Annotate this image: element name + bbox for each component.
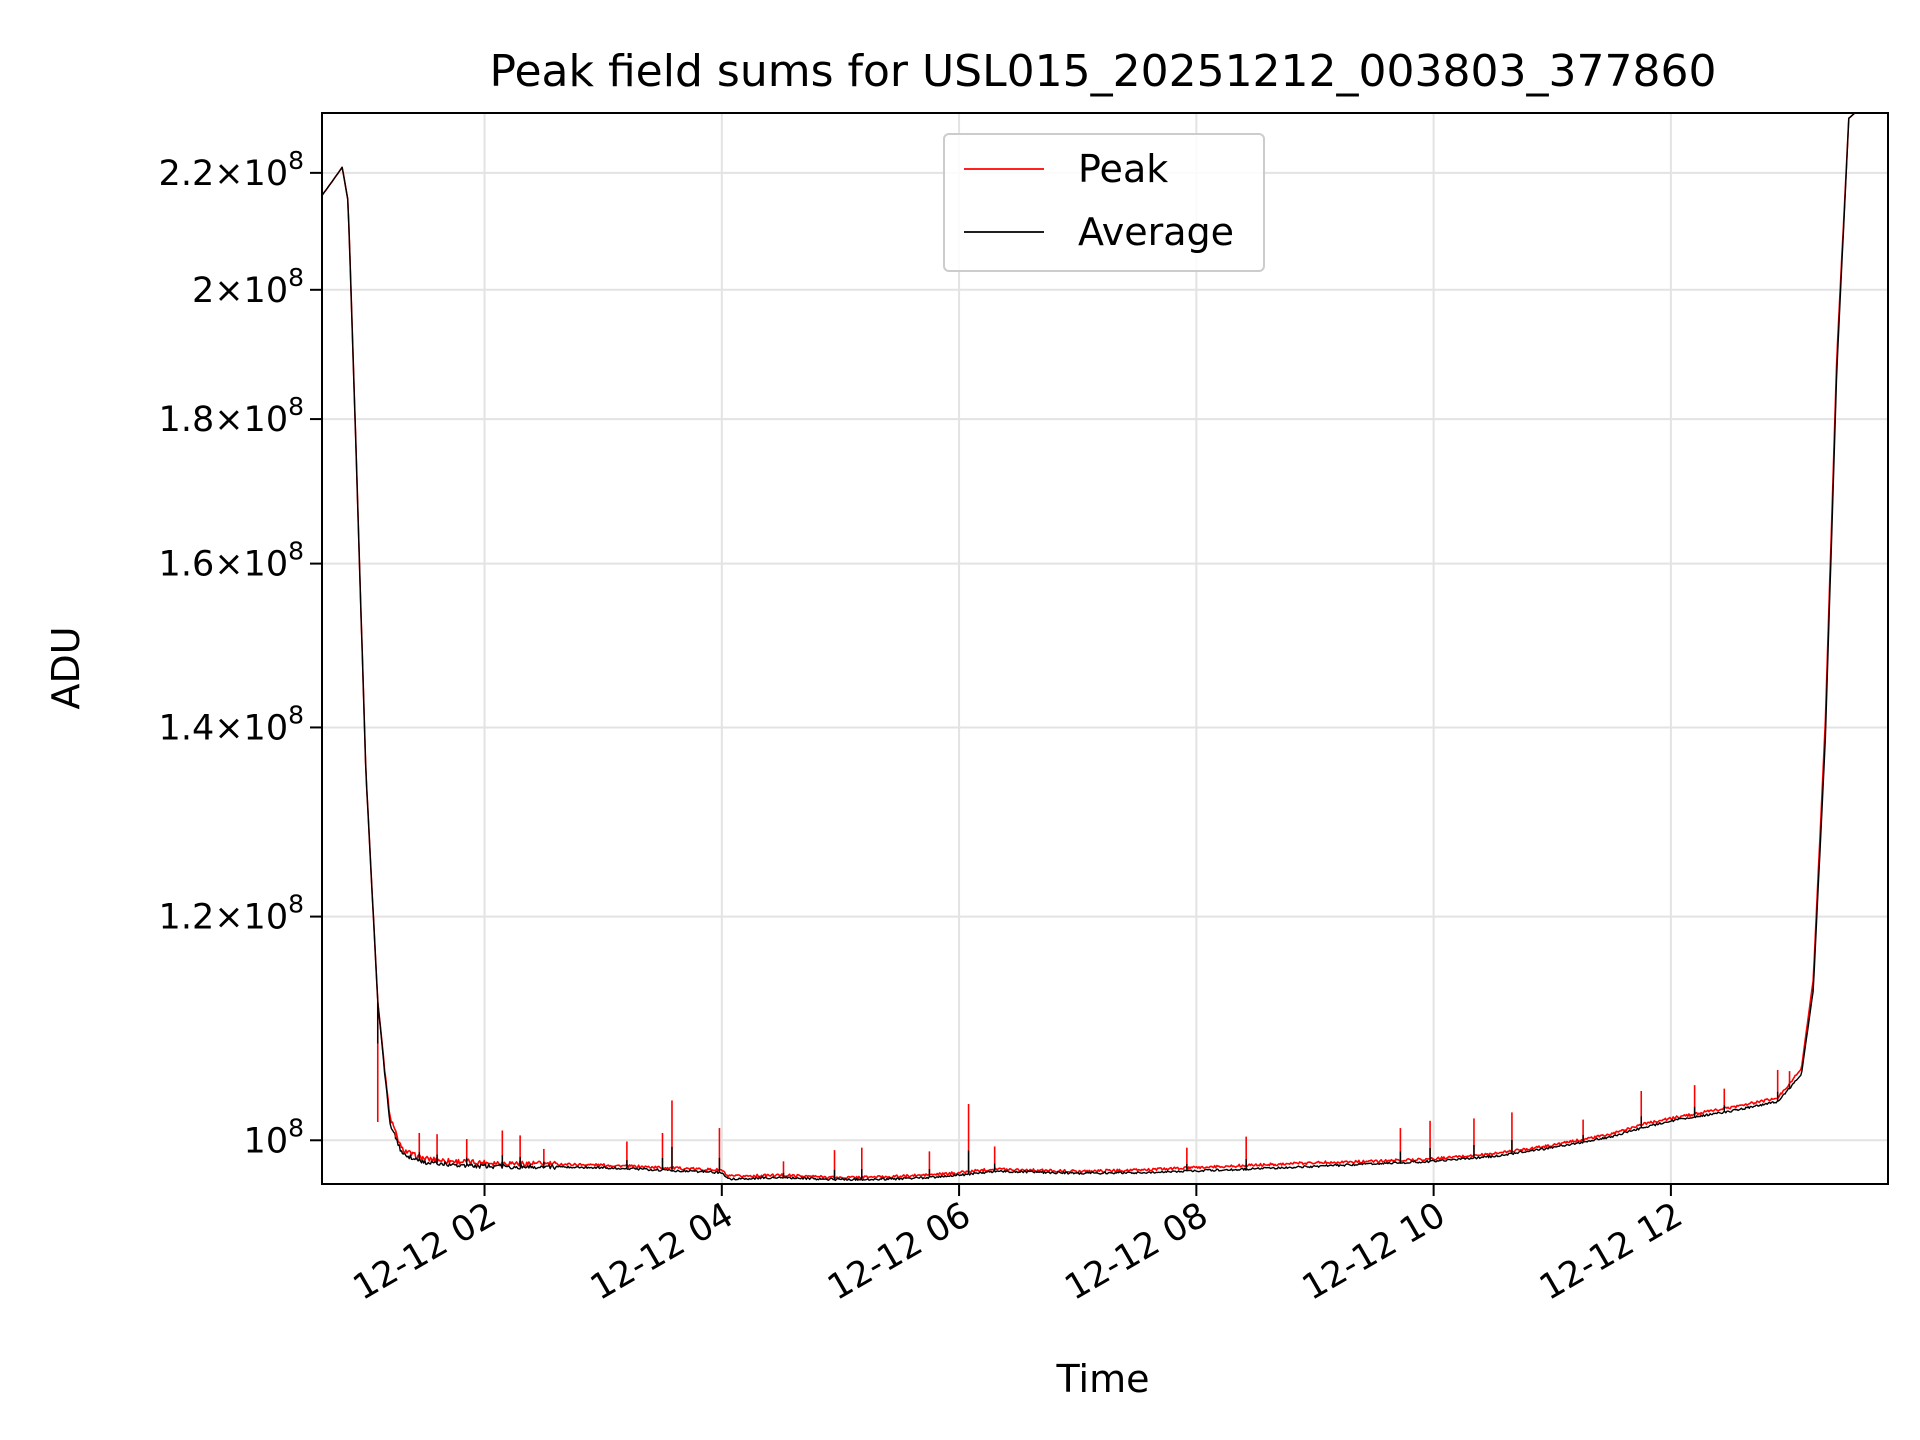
y-tick-label: 1.2×108 — [159, 890, 304, 938]
y-tick-exponent: 8 — [288, 537, 304, 566]
y-tick-label: 1.6×108 — [159, 537, 304, 585]
y-tick-label: 108 — [244, 1113, 304, 1161]
series-line-average — [321, 112, 1888, 1182]
y-tick-label: 1.8×108 — [159, 392, 304, 440]
legend: Peak Average — [943, 133, 1265, 272]
plot-area — [321, 112, 1889, 1185]
y-tick-base: 10 — [244, 545, 289, 585]
y-tick-base: 10 — [244, 154, 289, 194]
y-tick-label: 1.4×108 — [159, 700, 304, 748]
legend-label: Average — [1078, 210, 1234, 254]
y-axis-label: ADU — [44, 626, 88, 709]
y-tick-mantissa: 1.4 — [159, 708, 215, 748]
y-tick-mantissa: 1.6 — [159, 545, 215, 585]
chart-title: Peak field sums for USL015_20251212_0038… — [490, 46, 1717, 97]
series-layer — [321, 112, 1888, 1182]
y-tick-exponent: 8 — [288, 263, 304, 292]
y-axis: 1081.2×1081.4×1081.6×1081.8×1082×1082.2×… — [159, 146, 322, 1161]
y-tick-times: × — [214, 271, 243, 311]
y-tick-base: 10 — [244, 898, 289, 938]
y-tick-times: × — [214, 545, 243, 585]
y-tick-exponent: 8 — [288, 146, 304, 175]
y-tick-exponent: 8 — [288, 700, 304, 729]
y-tick-times: × — [214, 708, 243, 748]
y-tick-mantissa: 1.2 — [159, 898, 215, 938]
y-tick-times: × — [214, 898, 243, 938]
y-tick-base: 10 — [244, 400, 289, 440]
y-tick-label: 2×108 — [192, 263, 304, 311]
y-tick-times: × — [214, 400, 243, 440]
y-tick-mantissa: 1.8 — [159, 400, 215, 440]
plot-frame — [321, 112, 1889, 1185]
y-tick-exponent: 8 — [288, 1113, 304, 1142]
y-tick-base: 10 — [244, 1121, 289, 1161]
y-tick-exponent: 8 — [288, 890, 304, 919]
y-tick-base: 10 — [244, 271, 289, 311]
x-axis-label: Time — [1056, 1357, 1150, 1401]
y-tick-times: × — [214, 154, 243, 194]
y-tick-label: 2.2×108 — [159, 146, 304, 194]
grid — [322, 113, 1888, 1184]
y-tick-mantissa: 2 — [192, 271, 214, 311]
legend-label: Peak — [1078, 147, 1168, 191]
y-tick-mantissa: 2.2 — [159, 154, 215, 194]
y-tick-base: 10 — [244, 708, 289, 748]
y-tick-exponent: 8 — [288, 392, 304, 421]
